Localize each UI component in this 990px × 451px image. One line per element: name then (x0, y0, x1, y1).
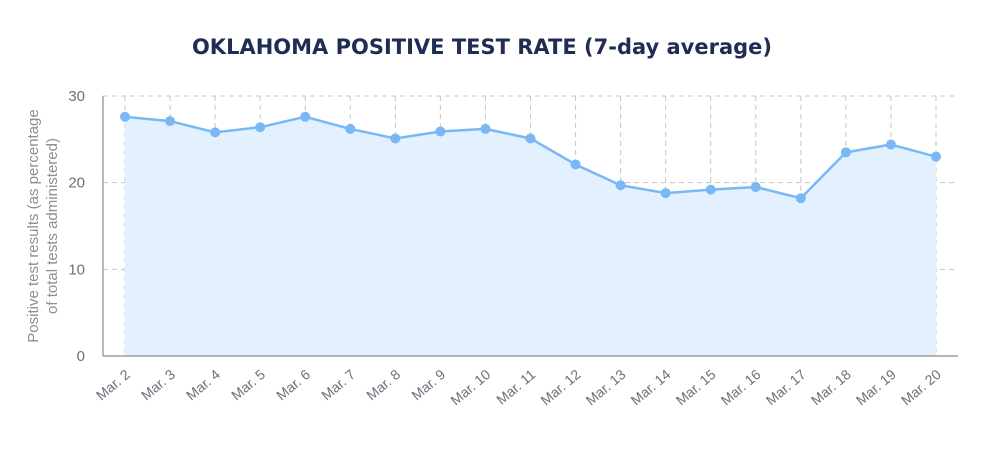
y-axis-label-line-1: Positive test results (as percentage (25, 109, 42, 342)
axes (102, 96, 958, 357)
area-layer (125, 116, 936, 356)
x-tick-label: Mar. 16 (718, 366, 764, 408)
y-tick-label: 20 (68, 175, 85, 192)
data-point (795, 193, 806, 204)
data-point (345, 123, 356, 134)
data-point (615, 180, 626, 191)
x-tick-label: Mar. 15 (673, 366, 719, 408)
data-point (525, 133, 536, 144)
y-tick-label: 10 (68, 261, 85, 278)
x-tick-labels: Mar. 2 Mar. 3 Mar. 4 Mar. 5 Mar. 6 Mar. 7 Mar.… (93, 366, 944, 408)
data-point (255, 122, 266, 133)
data-point (390, 133, 401, 144)
data-point (885, 139, 896, 150)
area-fill (125, 116, 936, 356)
chart-title: OKLAHOMA POSITIVE TEST RATE (7-day avera… (192, 35, 772, 59)
x-tick-label: Mar. 5 (228, 366, 268, 403)
y-axis-label-line-2: of total tests administered) (44, 138, 61, 314)
x-tick-label: Mar. 10 (447, 366, 493, 408)
x-tick-label: Mar. 6 (273, 366, 313, 403)
x-tick-label: Mar. 2 (93, 366, 133, 403)
data-points (120, 111, 941, 204)
x-tick-label: Mar. 17 (763, 366, 809, 408)
data-point (300, 111, 311, 122)
x-tick-label: Mar. 12 (537, 366, 583, 408)
y-axis-label: Positive test results (as percentage of … (25, 109, 61, 342)
data-point (660, 188, 671, 199)
x-tick-label: Mar. 14 (628, 366, 674, 408)
data-point (480, 123, 491, 134)
y-tick-label: 0 (77, 348, 85, 365)
x-tick-label: Mar. 3 (138, 366, 178, 403)
x-tick-label: Mar. 19 (853, 366, 899, 408)
data-point (120, 111, 130, 122)
x-tick-label: Mar. 8 (363, 366, 403, 403)
data-point (931, 151, 941, 162)
x-tick-label: Mar. 11 (493, 366, 538, 408)
x-tick-label: Mar. 4 (183, 366, 223, 403)
data-point (570, 159, 581, 170)
x-tick-label: Mar. 18 (808, 366, 854, 408)
x-tick-label: Mar. 13 (582, 366, 628, 408)
y-tick-labels: 0 10 20 30 (68, 88, 85, 365)
x-tick-label: Mar. 9 (408, 366, 448, 403)
x-tick-label: Mar. 20 (898, 366, 944, 408)
y-tick-label: 30 (68, 88, 85, 105)
data-point (435, 126, 446, 137)
data-point (210, 127, 221, 138)
x-tick-label: Mar. 7 (318, 366, 358, 403)
data-point (840, 147, 851, 158)
data-point (750, 182, 761, 192)
data-point (705, 184, 716, 195)
data-point (165, 116, 176, 127)
